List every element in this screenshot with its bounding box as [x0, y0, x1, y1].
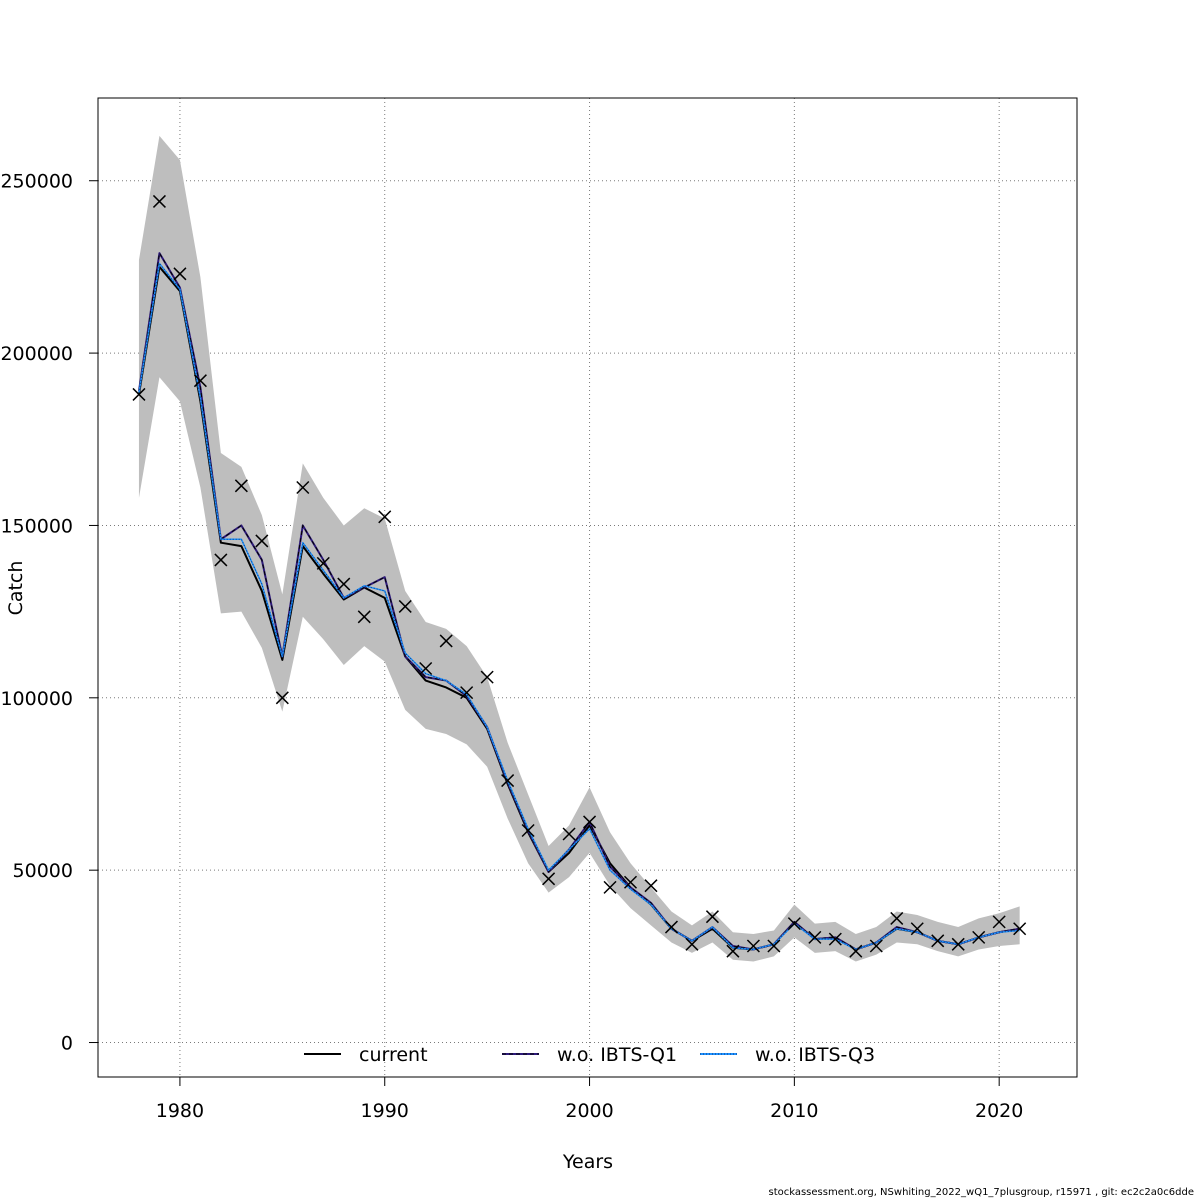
observation-point — [849, 944, 863, 958]
y-tick-label: 250000 — [0, 171, 73, 193]
footer-credit: stockassessment.org, NSwhiting_2022_wQ1_… — [768, 1187, 1194, 1198]
legend-label: w.o. IBTS-Q1 — [557, 1044, 677, 1066]
x-tick-label: 2000 — [565, 1100, 613, 1122]
observation-point — [787, 917, 801, 931]
observation-point — [378, 510, 392, 524]
series-lines — [137, 251, 1020, 951]
x-axis: 1980 1990 2000 2010 2020 — [156, 1076, 1023, 1122]
observation-point — [296, 481, 310, 495]
observation-point — [562, 827, 576, 841]
confidence-band-area — [138, 135, 1020, 962]
observation-point — [193, 374, 207, 388]
observation-markers — [132, 194, 1027, 958]
observation-point — [972, 930, 986, 944]
observation-point — [746, 939, 760, 953]
legend: current w.o. IBTS-Q1 w.o. IBTS-Q3 — [304, 1044, 875, 1066]
observation-point — [623, 875, 638, 889]
y-axis: 0 50000 100000 150000 200000 250000 — [0, 171, 98, 1055]
y-tick-label: 200000 — [0, 343, 73, 365]
observation-point — [705, 910, 719, 924]
confidence-band — [138, 135, 1020, 962]
observation-point — [869, 939, 883, 953]
observation-point — [644, 879, 658, 893]
observation-point — [603, 880, 617, 894]
legend-item-q3: w.o. IBTS-Q3 — [700, 1044, 875, 1066]
observation-point — [173, 267, 187, 281]
observation-point — [767, 939, 781, 953]
observation-point — [316, 556, 330, 570]
y-tick-label: 100000 — [0, 688, 73, 710]
observation-point — [1013, 922, 1027, 936]
observation-point — [685, 937, 699, 951]
observation-point — [951, 937, 965, 951]
observation-point — [234, 479, 248, 493]
x-tick-label: 1990 — [361, 1100, 409, 1122]
x-tick-label: 2020 — [975, 1100, 1023, 1122]
y-axis-label: Catch — [5, 561, 27, 616]
legend-label: current — [359, 1044, 428, 1066]
legend-label: w.o. IBTS-Q3 — [755, 1044, 875, 1066]
observation-point — [214, 553, 228, 567]
observation-point — [460, 686, 474, 700]
x-tick-label: 2010 — [770, 1100, 818, 1122]
observation-point — [255, 534, 269, 548]
x-tick-label: 1980 — [156, 1100, 204, 1122]
observation-point — [480, 670, 494, 684]
observation-point — [337, 577, 351, 591]
x-axis-label: Years — [562, 1151, 613, 1173]
observation-point — [992, 915, 1006, 929]
observation-point — [439, 634, 453, 648]
observation-point — [542, 872, 556, 886]
observation-point — [419, 661, 433, 676]
observation-point — [726, 944, 740, 958]
observation-point — [828, 932, 842, 946]
observation-point — [275, 691, 289, 705]
observation-point — [931, 934, 945, 948]
observation-point — [398, 599, 412, 613]
legend-item-current: current — [304, 1044, 428, 1066]
observation-point — [152, 194, 166, 208]
y-tick-label: 50000 — [13, 860, 73, 882]
observation-point — [664, 920, 679, 934]
observation-point — [890, 911, 904, 925]
observation-point — [132, 387, 146, 401]
observation-point — [357, 610, 371, 624]
observation-point — [521, 823, 535, 838]
y-tick-label: 0 — [61, 1033, 73, 1055]
observation-point — [501, 774, 515, 788]
observation-point — [583, 815, 597, 829]
observation-point — [808, 930, 822, 944]
y-tick-label: 150000 — [0, 515, 73, 537]
legend-item-q1: w.o. IBTS-Q1 — [502, 1044, 677, 1066]
series-q3-dot-overlay — [138, 262, 1020, 950]
observation-point — [910, 922, 924, 936]
